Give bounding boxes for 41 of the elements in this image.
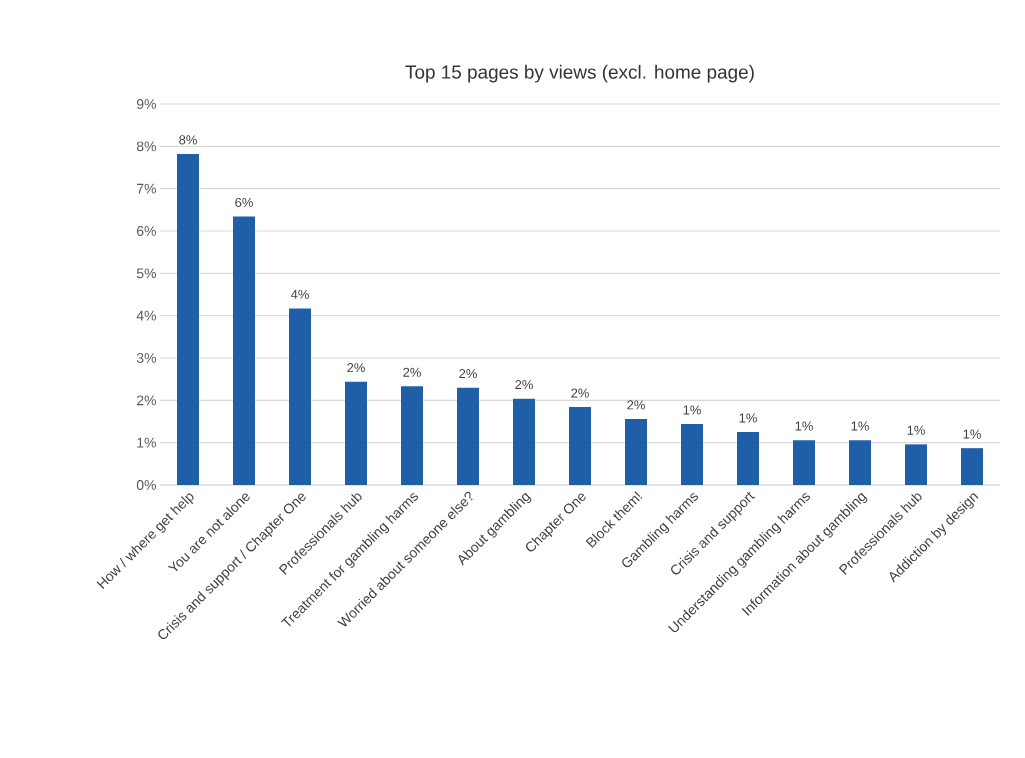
y-tick-label: 8% (136, 141, 156, 152)
data-label: 1% (683, 405, 701, 415)
data-label: 2% (403, 367, 421, 377)
data-label: 2% (571, 388, 589, 398)
bar (681, 424, 704, 485)
data-label: 2% (459, 368, 477, 379)
bar (737, 432, 760, 485)
data-label: 1% (907, 425, 925, 435)
y-tick-label: 3% (136, 353, 156, 363)
bar (345, 381, 367, 485)
bar (961, 448, 984, 485)
bar (401, 386, 423, 485)
data-label: 8% (179, 135, 197, 145)
y-tick-label: 6% (137, 226, 156, 236)
y-tick-label: 7% (137, 183, 156, 194)
data-label: 2% (515, 380, 533, 390)
data-label: 2% (347, 363, 365, 373)
y-tick-label: 4% (136, 310, 156, 321)
bar (905, 444, 928, 485)
bar (849, 440, 872, 485)
data-label: 6% (235, 197, 253, 208)
y-tick-label: 2% (137, 395, 156, 406)
y-tick-label: 9% (136, 99, 156, 109)
chart-title: Top 15 pages by views (excl. home page) (405, 64, 754, 83)
data-label: 2% (627, 400, 645, 410)
data-label: 1% (963, 429, 981, 439)
bar (569, 407, 591, 485)
data-label: 1% (795, 421, 813, 431)
bar (289, 308, 311, 485)
bar (513, 398, 535, 485)
bar (177, 153, 199, 485)
y-tick-label: 5% (136, 268, 156, 279)
bar (625, 418, 648, 485)
bar (457, 387, 479, 485)
bar (233, 216, 255, 485)
bar (793, 440, 816, 485)
data-label: 4% (290, 289, 309, 299)
data-label: 1% (851, 421, 869, 431)
y-tick-label: 0% (136, 480, 156, 490)
data-label: 1% (739, 413, 757, 423)
y-tick-label: 1% (137, 437, 156, 448)
